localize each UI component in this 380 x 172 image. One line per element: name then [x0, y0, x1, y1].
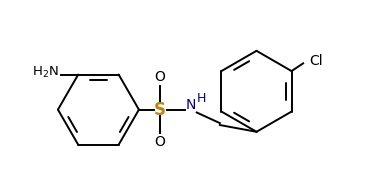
- Text: O: O: [155, 70, 166, 84]
- Text: O: O: [155, 135, 166, 149]
- Text: Cl: Cl: [309, 54, 323, 68]
- Text: S: S: [154, 101, 166, 119]
- Text: H$_2$N: H$_2$N: [32, 65, 59, 80]
- Text: N: N: [186, 98, 196, 112]
- Text: H: H: [197, 92, 206, 105]
